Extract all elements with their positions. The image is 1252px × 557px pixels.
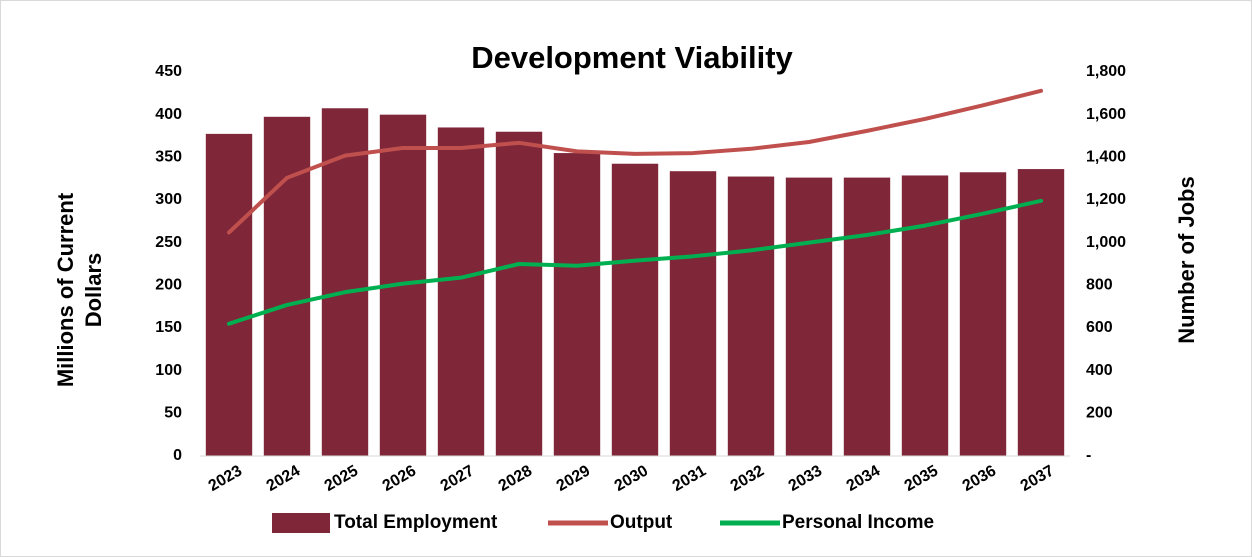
y2-tick-label: 1,800 [1086,63,1126,80]
legend-label: Total Employment [334,512,498,533]
y-axis-title: Millions of Current Dollars [53,192,106,388]
y-tick-label: 200 [155,277,182,294]
y2-tick-label: 1,000 [1086,234,1126,251]
bar [727,176,775,457]
y-tick-label: 400 [155,106,182,123]
bar [901,175,949,456]
bar [669,171,717,456]
bar [205,133,253,456]
chart-title: Development Viability [471,40,793,75]
legend-label: Output [610,512,673,533]
y2-tick-label: 400 [1086,362,1113,379]
y-tick-label: 150 [155,319,182,336]
y2-tick-label: 200 [1086,405,1113,422]
bar [1017,169,1065,457]
bar [785,177,833,456]
y2-tick-label: - [1086,447,1091,464]
y-tick-label: 450 [155,63,182,80]
y-tick-label: 50 [164,405,182,422]
y-tick-label: 250 [155,234,182,251]
legend-swatch [272,513,330,533]
y-tick-label: 100 [155,362,182,379]
y2-tick-label: 600 [1086,319,1113,336]
bar [495,131,543,456]
bar [321,108,369,457]
bar [959,172,1007,456]
y2-tick-label: 800 [1086,277,1113,294]
bar [843,177,891,456]
bar [611,163,659,456]
line-series [227,198,1043,326]
bar [437,127,485,456]
legend-label: Personal Income [782,512,934,533]
y2-axis-title: Number of Jobs [1174,176,1199,344]
y-tick-label: 0 [173,447,182,464]
y-tick-label: 300 [155,191,182,208]
y2-tick-label: 1,200 [1086,191,1126,208]
y-tick-label: 350 [155,149,182,166]
y2-tick-label: 1,400 [1086,149,1126,166]
y2-tick-label: 1,600 [1086,106,1126,123]
line-series [227,88,1043,235]
bar [263,116,311,457]
bar [553,153,601,457]
